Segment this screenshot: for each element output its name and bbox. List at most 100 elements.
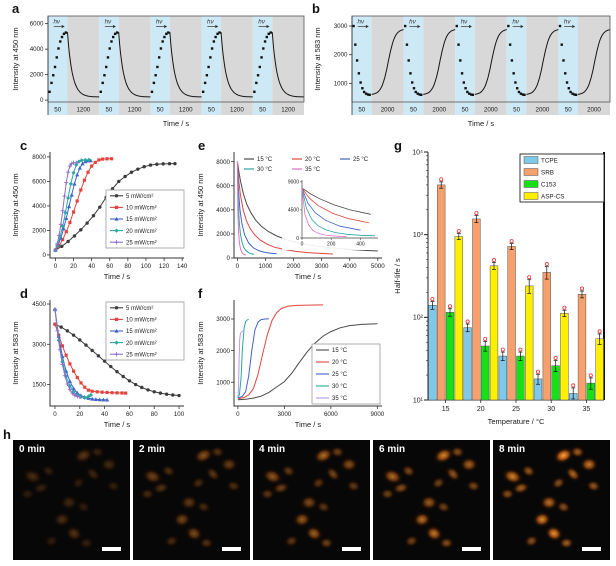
cell-blob: [339, 456, 358, 472]
arrow-icon: [417, 24, 421, 29]
kinetic-trace: [270, 32, 304, 98]
scale-bar: [582, 547, 601, 551]
error-marker: [465, 319, 470, 324]
kinetic-trace: [65, 32, 100, 98]
svg-text:0: 0: [296, 236, 299, 242]
legend-label: 35 °C: [305, 167, 321, 173]
svg-text:50: 50: [105, 107, 112, 114]
arrow-icon: [469, 24, 473, 29]
svg-text:60: 60: [126, 411, 133, 418]
cell-blob: [189, 474, 209, 493]
data-point: [357, 72, 361, 75]
data-point: [260, 56, 263, 59]
data-point: [263, 40, 267, 43]
cell-blob: [429, 474, 449, 493]
arrow-icon: [164, 24, 168, 29]
cell-blob: [439, 537, 455, 550]
x-axis-title: Temperature / °C: [488, 417, 545, 426]
data-point: [258, 65, 262, 69]
data-point: [52, 74, 55, 77]
data-point: [150, 90, 154, 94]
data-point: [460, 72, 464, 75]
data-point: [420, 93, 423, 97]
x-axis-title: Time / s: [104, 272, 131, 281]
data-point: [53, 65, 57, 69]
svg-text:2000: 2000: [381, 107, 395, 114]
svg-text:50: 50: [358, 107, 365, 114]
data-point: [203, 81, 207, 85]
data-point: [152, 81, 156, 85]
data-point: [455, 24, 458, 28]
svg-text:30: 30: [547, 406, 555, 413]
legend-label: 30 °C: [257, 167, 273, 173]
panel-f-temperature-recovery-chart: 0 3000 6000 9000 1000 2000 3000 Time / s Intensi…: [196, 300, 385, 429]
svg-text:120: 120: [159, 263, 170, 270]
series-line: [236, 161, 277, 255]
data-point: [201, 90, 205, 94]
y-axis-title: Half-life / s: [393, 258, 402, 294]
frame-time-label: 8 min: [499, 444, 526, 455]
bar: [454, 236, 463, 401]
svg-text:10³: 10³: [413, 232, 424, 239]
data-point: [414, 90, 417, 94]
data-point: [508, 43, 512, 46]
error-marker: [535, 369, 540, 374]
legend-label: 10 mW/cm²: [126, 206, 157, 212]
data-point: [161, 40, 164, 43]
data-point: [48, 90, 51, 94]
panel-label-e: e: [198, 138, 206, 153]
svg-text:80: 80: [151, 411, 158, 418]
svg-text:0: 0: [43, 252, 47, 259]
cell-blob: [282, 532, 301, 550]
svg-text:50: 50: [410, 107, 417, 114]
data-point: [405, 43, 409, 46]
arrow-icon: [266, 24, 270, 29]
legend-label: 20 mW/cm²: [126, 341, 157, 347]
svg-text:200: 200: [327, 242, 336, 248]
series-line: [237, 318, 269, 399]
error-marker: [483, 337, 488, 342]
data-point: [523, 93, 526, 97]
data-point: [567, 87, 570, 90]
svg-text:0: 0: [40, 97, 44, 104]
dark-band: [221, 16, 253, 115]
light-on-label: hν: [156, 19, 163, 26]
cell-blob: [554, 498, 573, 516]
microscopy-frame: 4 min: [253, 440, 370, 560]
data-point: [209, 56, 212, 59]
kinetic-trace: [526, 29, 559, 95]
svg-text:50: 50: [54, 107, 61, 114]
panel-g-halflife-bar-chart: 10¹ 10² 10³ 10⁴ 15 20 25 30 35 Temperature / °C Ha…: [393, 149, 605, 426]
svg-text:20: 20: [76, 411, 83, 418]
cell-blob: [379, 488, 395, 500]
bar: [472, 218, 481, 401]
bar: [489, 265, 499, 401]
x-axis-title: Time / s: [295, 420, 322, 429]
legend-label: 15 °C: [257, 157, 273, 163]
frame-time-label: 0 min: [19, 444, 46, 455]
series-line: [237, 330, 244, 397]
frame-time-label: 6 min: [379, 444, 406, 455]
svg-text:40: 40: [101, 411, 108, 418]
light-band: [352, 16, 372, 115]
error-marker: [439, 177, 444, 182]
error-marker: [588, 373, 593, 378]
legend-label: 30 °C: [332, 384, 348, 390]
data-point: [267, 32, 270, 36]
svg-text:2000: 2000: [216, 348, 230, 355]
data-point: [470, 93, 473, 96]
legend-label: 25 mW/cm²: [126, 352, 157, 358]
cell-blob: [549, 474, 569, 493]
svg-text:25: 25: [512, 406, 520, 413]
svg-text:4000: 4000: [30, 46, 44, 53]
light-band: [48, 16, 68, 115]
light-on-label: hν: [207, 19, 214, 26]
error-marker: [579, 286, 584, 291]
cell-blob: [579, 456, 598, 472]
series-line: [237, 318, 249, 398]
error-marker: [544, 262, 549, 267]
svg-text:40: 40: [88, 263, 95, 270]
svg-text:2000: 2000: [334, 52, 348, 59]
bar: [525, 285, 534, 401]
data-point: [60, 35, 64, 39]
